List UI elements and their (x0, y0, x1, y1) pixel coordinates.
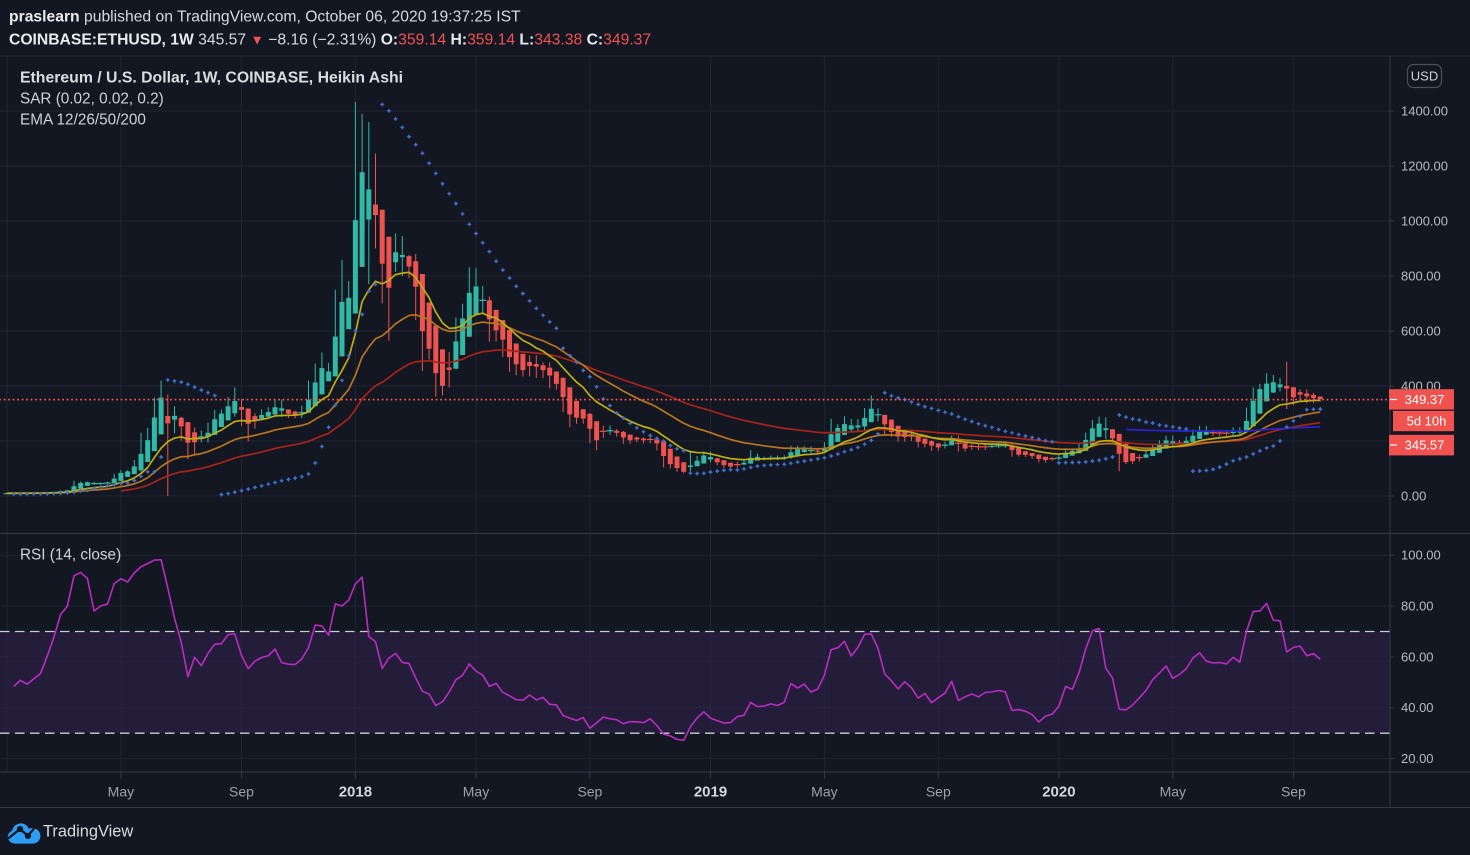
svg-text:1000.00: 1000.00 (1401, 214, 1448, 229)
svg-text:2018: 2018 (339, 784, 372, 801)
svg-text:May: May (1160, 784, 1186, 800)
svg-text:20.00: 20.00 (1401, 751, 1434, 766)
svg-text:SAR (0.02, 0.02, 0.2): SAR (0.02, 0.02, 0.2) (20, 91, 164, 108)
svg-text:2019: 2019 (694, 784, 727, 801)
svg-text:600.00: 600.00 (1401, 324, 1441, 339)
svg-text:100.00: 100.00 (1401, 548, 1441, 563)
svg-text:EMA 12/26/50/200: EMA 12/26/50/200 (20, 112, 146, 129)
svg-text:COINBASE:ETHUSD, 1W 345.57 ▼ −: COINBASE:ETHUSD, 1W 345.57 ▼ −8.16 (−2.3… (9, 32, 651, 49)
svg-text:1400.00: 1400.00 (1401, 104, 1448, 119)
svg-text:2020: 2020 (1042, 784, 1075, 801)
svg-text:0.00: 0.00 (1401, 489, 1426, 504)
svg-text:Sep: Sep (926, 784, 951, 800)
svg-text:5d 10h: 5d 10h (1407, 414, 1447, 429)
svg-text:May: May (811, 784, 837, 800)
svg-text:40.00: 40.00 (1401, 700, 1434, 715)
svg-text:345.57: 345.57 (1405, 438, 1445, 453)
svg-text:1200.00: 1200.00 (1401, 159, 1448, 174)
svg-text:60.00: 60.00 (1401, 649, 1434, 664)
svg-text:praslearn published on Trading: praslearn published on TradingView.com, … (9, 9, 521, 26)
svg-text:May: May (463, 784, 489, 800)
svg-text:RSI (14, close): RSI (14, close) (20, 547, 121, 564)
svg-text:TradingView: TradingView (43, 823, 133, 841)
svg-text:349.37: 349.37 (1405, 392, 1445, 407)
svg-text:Sep: Sep (577, 784, 602, 800)
svg-text:USD: USD (1411, 69, 1438, 84)
svg-text:800.00: 800.00 (1401, 269, 1441, 284)
svg-text:May: May (108, 784, 134, 800)
svg-text:80.00: 80.00 (1401, 599, 1434, 614)
svg-text:Sep: Sep (1281, 784, 1306, 800)
svg-text:Sep: Sep (229, 784, 254, 800)
svg-text:Ethereum / U.S. Dollar, 1W, CO: Ethereum / U.S. Dollar, 1W, COINBASE, He… (20, 70, 403, 87)
